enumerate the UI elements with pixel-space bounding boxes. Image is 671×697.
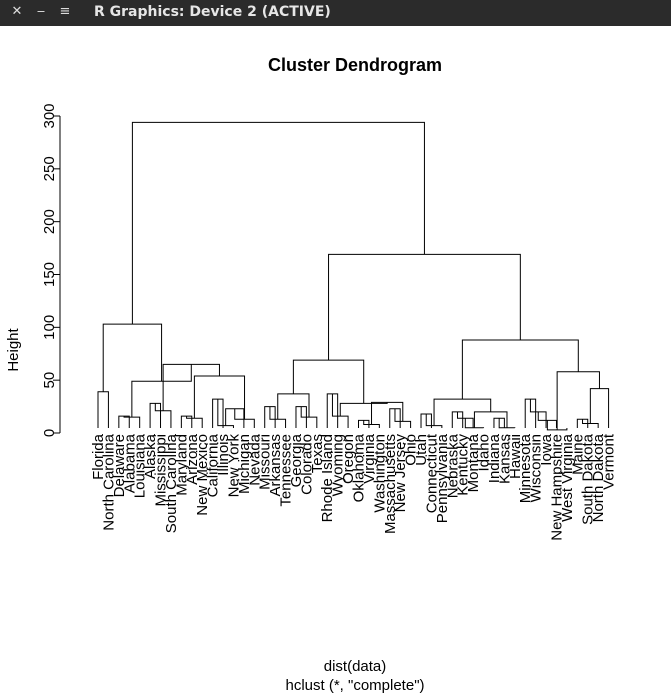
leaf-label: Maryland (173, 434, 190, 496)
leaf-label: Montana (465, 433, 482, 492)
leaf-label: Oklahoma (351, 433, 368, 502)
leaf-label: Wyoming (330, 434, 347, 496)
window-titlebar: ✕ ‒ ≡ R Graphics: Device 2 (ACTIVE) (0, 0, 671, 26)
dendrogram-branches (97, 121, 610, 431)
y-tick-label: 250 (41, 156, 58, 181)
leaf-label: Pennsylvania (434, 433, 451, 523)
leaf-label: Georgia (288, 433, 305, 487)
dendrogram-branch (149, 402, 162, 428)
y-axis: 0 50 100 150 200 250 300 (41, 103, 61, 437)
window-title: R Graphics: Device 2 (ACTIVE) (94, 4, 331, 20)
dendrogram-branch (433, 398, 492, 426)
dendrogram-branch (589, 388, 610, 428)
dendrogram-branch (556, 371, 600, 430)
leaf-label: Arizona (184, 433, 201, 485)
dendrogram-branch (193, 375, 246, 420)
dendrogram-branch (326, 393, 339, 428)
y-tick-label: 150 (41, 262, 58, 287)
leaf-label: Kansas (496, 434, 513, 484)
leaf-label: North Carolina (100, 433, 117, 530)
leaf-label: South Dakota (580, 433, 597, 525)
close-icon[interactable]: ✕ (11, 4, 23, 19)
chart-title: Cluster Dendrogram (268, 55, 442, 75)
x-axis-label: dist(data) (324, 658, 387, 675)
leaf-label: Rhode Island (319, 434, 336, 522)
leaf-label: Oregon (340, 434, 357, 484)
y-tick-label: 200 (41, 209, 58, 234)
leaf-label: Ohio (403, 434, 420, 466)
dendrogram-branch (328, 253, 521, 361)
leaf-label: Connecticut (423, 433, 440, 513)
leaf-label: Idaho (476, 434, 493, 472)
dendrogram-branch (292, 359, 365, 404)
leaf-label: Delaware (111, 434, 128, 497)
leaf-label: Texas (309, 434, 326, 473)
dendrogram-branch (118, 415, 130, 428)
dendrogram-branch (473, 411, 508, 428)
leaf-label: Nevada (246, 433, 263, 485)
leaf-label: Massachusetts (382, 434, 399, 534)
leaf-label: South Carolina (163, 433, 180, 533)
dendrogram-branch (363, 420, 380, 428)
leaf-label: Colorado (298, 434, 315, 495)
dendrogram-branch (123, 416, 141, 428)
leaf-label: Alabama (121, 433, 138, 493)
dendrogram-branch (464, 418, 485, 429)
leaf-label: New York (225, 434, 242, 498)
leaf-label: Missouri (257, 434, 274, 490)
method-sublabel: hclust (*, "complete") (285, 677, 424, 694)
leaf-label: Maine (569, 434, 586, 475)
leaf-label: Minnesota (517, 433, 534, 503)
leaf-label: New Jersey (392, 434, 409, 513)
dendrogram-branch (180, 415, 193, 428)
leaf-label: Mississippi (153, 434, 170, 507)
leaf-label: Nebraska (444, 433, 461, 498)
window-menu-icon[interactable]: ≡ (59, 4, 71, 19)
leaf-label: Wisconsin (528, 434, 545, 502)
leaf-label: New Mexico (194, 434, 211, 516)
leaf-label: North Dakota (590, 433, 607, 522)
dendrogram-branch (339, 402, 388, 417)
leaf-label: Illinois (215, 434, 232, 476)
dendrogram-branch (498, 418, 516, 429)
y-axis-label: Height (5, 327, 22, 371)
dendrogram-plot: Cluster Dendrogram 0 50 100 150 200 250 300 He… (5, 55, 618, 694)
dendrogram-branch (394, 408, 412, 428)
y-tick-label: 50 (41, 372, 58, 389)
minimize-icon[interactable]: ‒ (36, 4, 46, 19)
leaf-label: Louisiana (132, 433, 149, 498)
leaf-label: Florida (90, 433, 107, 480)
leaf-label: Virginia (361, 433, 378, 483)
leaf-label: Arkansas (267, 434, 284, 497)
leaf-label: Michigan (236, 434, 253, 494)
y-axis-ticks: 0 50 100 150 200 250 300 (41, 103, 60, 437)
leaf-label: New Hampshire (548, 434, 565, 541)
dendrogram-branch (97, 391, 109, 428)
leaf-label: Tennessee (278, 434, 295, 507)
leaf-label: West Virginia (559, 433, 576, 521)
dendrogram-branch (186, 416, 203, 428)
y-tick-label: 0 (41, 429, 58, 437)
leaf-label: Vermont (601, 433, 618, 490)
y-tick-label: 300 (41, 103, 58, 128)
dendrogram-branch (461, 339, 579, 400)
leaf-label: Utah (413, 434, 430, 466)
leaf-label: Iowa (538, 433, 555, 465)
leaf-label: Alaska (142, 433, 159, 479)
leaf-label: Washington (371, 434, 388, 513)
y-tick-label: 100 (41, 315, 58, 340)
leaf-label: Indiana (486, 433, 503, 483)
dendrogram-branch (131, 121, 425, 325)
leaf-label: Hawaii (507, 434, 524, 479)
leaf-label: Kentucky (455, 434, 472, 496)
dendrogram-branch (264, 406, 276, 428)
leaf-label: California (205, 433, 222, 497)
